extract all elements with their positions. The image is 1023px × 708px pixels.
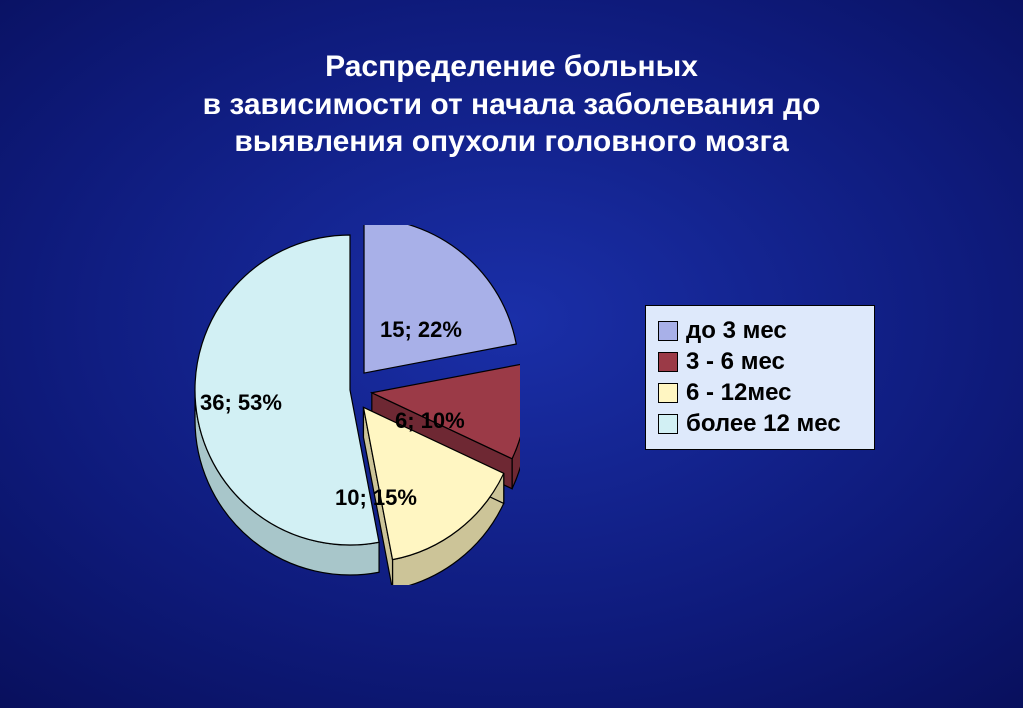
legend: до 3 мес 3 - 6 мес 6 - 12мес более 12 ме… — [645, 305, 875, 450]
legend-swatch-3 — [658, 414, 678, 434]
slice-label-1: 6; 10% — [395, 408, 465, 434]
slice-label-2: 10; 15% — [335, 485, 417, 511]
legend-swatch-2 — [658, 383, 678, 403]
pie-chart: 15; 22% 6; 10% 10; 15% 36; 53% — [180, 225, 520, 585]
legend-label-0: до 3 мес — [686, 317, 787, 345]
slice-label-0: 15; 22% — [380, 317, 462, 343]
legend-item-0: до 3 мес — [658, 317, 864, 345]
legend-label-1: 3 - 6 мес — [686, 348, 785, 376]
legend-item-1: 3 - 6 мес — [658, 348, 864, 376]
slice-label-3: 36; 53% — [200, 390, 282, 416]
chart-title: Распределение больных в зависимости от н… — [0, 48, 1023, 161]
legend-item-3: более 12 мес — [658, 410, 864, 438]
legend-label-2: 6 - 12мес — [686, 379, 792, 407]
legend-swatch-0 — [658, 321, 678, 341]
legend-swatch-1 — [658, 352, 678, 372]
legend-label-3: более 12 мес — [686, 410, 841, 438]
legend-item-2: 6 - 12мес — [658, 379, 864, 407]
